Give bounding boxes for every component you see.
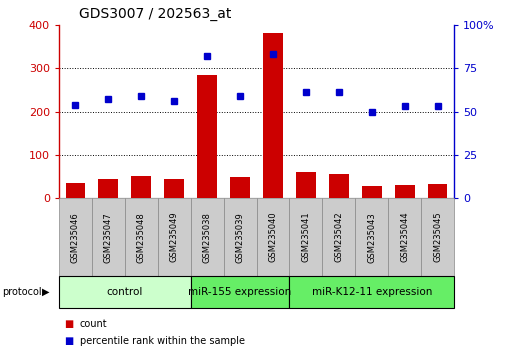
Text: GDS3007 / 202563_at: GDS3007 / 202563_at — [79, 7, 231, 21]
Text: GSM235043: GSM235043 — [367, 212, 376, 263]
Bar — [224, 198, 256, 276]
Bar — [158, 198, 191, 276]
Text: GSM235038: GSM235038 — [203, 212, 212, 263]
Bar — [230, 177, 250, 198]
Text: GSM235044: GSM235044 — [400, 212, 409, 263]
Bar — [421, 198, 454, 276]
Text: ■: ■ — [64, 336, 73, 346]
Bar — [289, 198, 322, 276]
Bar — [191, 276, 289, 308]
Text: percentile rank within the sample: percentile rank within the sample — [80, 336, 245, 346]
Text: GSM235049: GSM235049 — [170, 212, 179, 263]
Text: GSM235047: GSM235047 — [104, 212, 113, 263]
Text: GSM235048: GSM235048 — [137, 212, 146, 263]
Bar — [66, 183, 85, 198]
Bar — [59, 276, 191, 308]
Bar — [125, 198, 158, 276]
Text: GSM235042: GSM235042 — [334, 212, 343, 263]
Text: GSM235039: GSM235039 — [235, 212, 245, 263]
Bar — [355, 198, 388, 276]
Text: miR-K12-11 expression: miR-K12-11 expression — [311, 287, 432, 297]
Text: protocol: protocol — [3, 287, 42, 297]
Bar — [296, 172, 315, 198]
Bar — [394, 185, 415, 198]
Text: ■: ■ — [64, 319, 73, 329]
Bar — [191, 198, 224, 276]
Bar — [131, 176, 151, 198]
Text: count: count — [80, 319, 107, 329]
Bar — [164, 179, 184, 198]
Text: GSM235041: GSM235041 — [301, 212, 310, 263]
Bar — [59, 198, 92, 276]
Bar — [388, 198, 421, 276]
Bar — [329, 175, 349, 198]
Bar — [98, 179, 118, 198]
Bar — [92, 198, 125, 276]
Bar — [197, 75, 217, 198]
Text: ▶: ▶ — [42, 287, 50, 297]
Bar — [322, 198, 355, 276]
Bar — [256, 198, 289, 276]
Bar — [289, 276, 454, 308]
Text: miR-155 expression: miR-155 expression — [188, 287, 292, 297]
Text: GSM235046: GSM235046 — [71, 212, 80, 263]
Text: GSM235040: GSM235040 — [268, 212, 278, 263]
Bar — [428, 184, 447, 198]
Text: GSM235045: GSM235045 — [433, 212, 442, 263]
Bar — [362, 186, 382, 198]
Text: control: control — [107, 287, 143, 297]
Bar — [263, 33, 283, 198]
